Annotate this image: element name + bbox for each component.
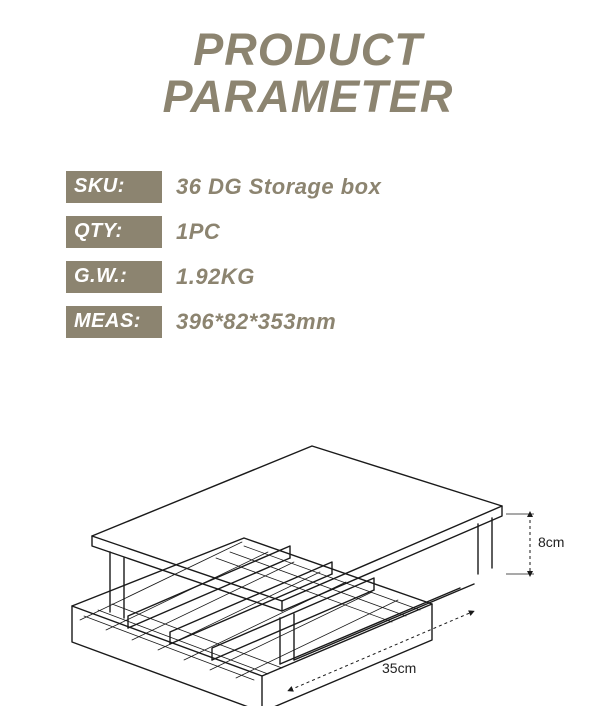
spec-value-qty: 1PC bbox=[176, 219, 220, 245]
spec-row-gw: G.W.: 1.92KG bbox=[66, 261, 616, 293]
dim-width-label: 35cm bbox=[382, 660, 416, 676]
spec-list: SKU: 36 DG Storage box QTY: 1PC G.W.: 1.… bbox=[66, 171, 616, 338]
spec-value-sku: 36 DG Storage box bbox=[176, 174, 381, 200]
spec-label-gw: G.W.: bbox=[66, 261, 162, 293]
spec-label-meas: MEAS: bbox=[66, 306, 162, 338]
diagram-svg bbox=[32, 406, 584, 706]
dim-height-label: 8cm bbox=[538, 534, 564, 550]
spec-value-meas: 396*82*353mm bbox=[176, 309, 336, 335]
spec-label-qty: QTY: bbox=[66, 216, 162, 248]
spec-row-sku: SKU: 36 DG Storage box bbox=[66, 171, 616, 203]
spec-label-sku: SKU: bbox=[66, 171, 162, 203]
heading: PRODUCT PARAMETER bbox=[0, 26, 616, 121]
spec-value-gw: 1.92KG bbox=[176, 264, 255, 290]
spec-row-qty: QTY: 1PC bbox=[66, 216, 616, 248]
heading-line1: PRODUCT bbox=[193, 24, 423, 75]
product-diagram: 8cm 35cm bbox=[32, 406, 584, 706]
heading-line2: PARAMETER bbox=[163, 71, 454, 122]
spec-row-meas: MEAS: 396*82*353mm bbox=[66, 306, 616, 338]
